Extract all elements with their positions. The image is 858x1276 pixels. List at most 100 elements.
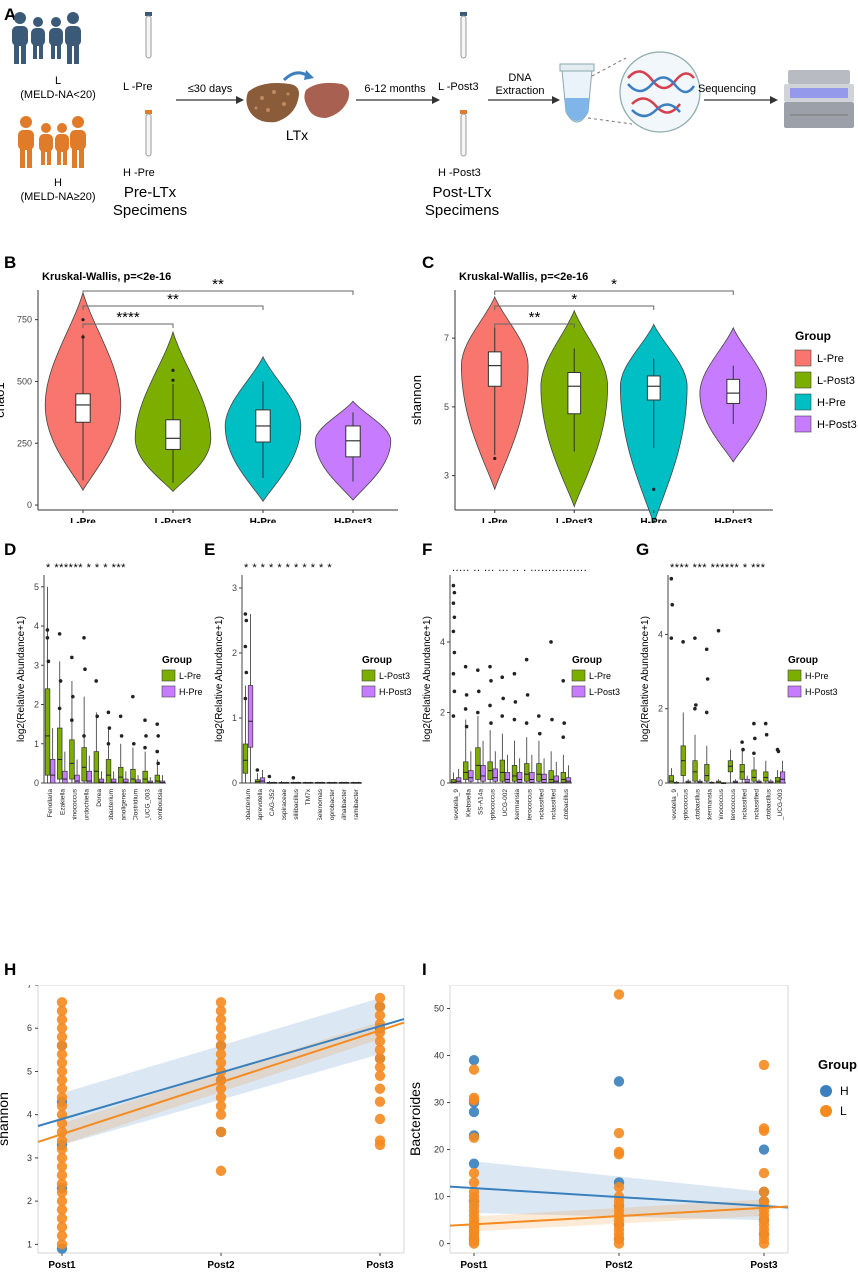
box-d-post-Ruminococcus — [74, 774, 80, 784]
panel-b-comparison-bracket — [82, 323, 174, 328]
panel-d-taxon-label: Dorea — [96, 789, 103, 807]
panel-d-taxon-label: Murdochiella — [84, 789, 91, 820]
panel-d-y-tick-label: 4 — [34, 621, 39, 631]
panel-g-y-tick-label: 4 — [658, 629, 663, 639]
panel-d-letter: D — [4, 540, 16, 559]
panel-h-point-L — [374, 1010, 386, 1021]
box-d-pre-Clostridium — [130, 768, 136, 784]
panel-h-y-tick-label: 1 — [27, 1239, 32, 1249]
box-f-outlier — [562, 721, 566, 725]
dna-magnified-icon — [619, 51, 701, 133]
box-f-pre-Prevotella_9 — [450, 779, 457, 784]
panel-i-point-L — [468, 1177, 480, 1188]
panel-i-y-tick-label: 30 — [434, 1098, 444, 1108]
panel-f-y-tick-label: 2 — [440, 707, 445, 717]
panel-d-y-tick-label: 1 — [34, 739, 39, 749]
panel-i-point-L — [468, 1094, 480, 1106]
panel-h-point-L — [215, 1023, 227, 1034]
panel-g-y-label: log2(Relative Abundance+1) — [640, 616, 651, 742]
panel-e-taxon-label: Paraprevotella — [257, 789, 264, 820]
box-g-outlier — [752, 721, 756, 726]
panel-d-taxon-label: Fenollaria — [47, 789, 54, 818]
legend-g-swatch — [787, 669, 802, 682]
panel-h-point-L — [215, 1031, 227, 1043]
legend-i-label: H — [840, 1084, 849, 1098]
panel-i-fit-line-H — [449, 1185, 789, 1209]
panel-i-point-H — [758, 1144, 770, 1155]
box-e-outlier — [243, 612, 248, 616]
zoom-line-bottom — [587, 117, 633, 125]
panel-h-point-L — [56, 1169, 68, 1181]
box-g-pre-Prevotella_9 — [668, 775, 675, 784]
box-g-pre-Akkermansia — [704, 764, 710, 782]
panel-d-y-tick-label: 0 — [34, 778, 39, 788]
box-d-pre-Murdochiella — [81, 747, 87, 782]
panel-c-x-label-H-Post3: H-Post3 — [714, 517, 752, 523]
panel-h-y-tick-label: 5 — [27, 1066, 32, 1076]
violin-b-box-L-Post3 — [165, 419, 181, 450]
box-f-post-Prevotella_9 — [455, 777, 462, 784]
box-d-outlier — [143, 718, 147, 723]
panel-e-y-label: log2(Relative Abundance+1) — [214, 616, 225, 742]
panel-h-point-L — [215, 1048, 227, 1060]
box-d-outlier — [106, 710, 111, 715]
panel-e-taxon-label: Pseudoramibacter — [353, 788, 360, 820]
panel-c-x-label-L-Pre: L-Pre — [482, 517, 508, 523]
interval-post-label: 6-12 months — [364, 83, 426, 95]
panel-b-significance: ** — [167, 291, 179, 308]
box-g-outlier — [776, 749, 781, 754]
panel-g-taxon-label: Prevotella_9 — [671, 789, 678, 820]
box-e-post-Bifidobacterium — [247, 685, 254, 748]
box-d-outlier — [119, 734, 124, 738]
panel-i-y-tick-label: 10 — [434, 1192, 444, 1202]
box-d-post-Clostridium — [135, 779, 141, 784]
box-f-outlier — [463, 707, 468, 711]
panel-c-y-tick-label: 7 — [444, 333, 449, 343]
panel-b-y-tick-label: 0 — [27, 500, 32, 510]
panel-c-x-label-L-Post3: L-Post3 — [556, 517, 593, 523]
box-f-post-Klebsiella — [468, 770, 474, 782]
group-h-criteria: (MELD-NA≥20) — [20, 191, 95, 203]
panel-g-taxon-label: Ligilactobacillus — [695, 788, 702, 820]
box-g-outlier — [694, 703, 698, 707]
panel-d-y-label: log2(Relative Abundance+1) — [16, 616, 27, 742]
panel-i-point-L — [468, 1064, 480, 1075]
panel-e-taxon-label: Lachnospiraceae — [281, 789, 288, 820]
legend-c-label: H-Post3 — [817, 419, 857, 431]
box-f-outlier — [488, 664, 492, 669]
panel-g-letter: G — [636, 540, 649, 559]
box-e-outlier — [267, 774, 272, 779]
arrow-pre-to-ltx-head — [236, 96, 244, 104]
panel-h-y-tick-label: 2 — [27, 1196, 32, 1206]
panel-g-taxon-label: Peptostreptococcus — [683, 788, 690, 820]
legend-c-swatch — [794, 371, 812, 389]
box-d-outlier — [70, 655, 74, 660]
panel-h-point-L — [56, 997, 68, 1008]
panel-h-point-L — [56, 1152, 68, 1164]
panel-h-point-L — [56, 1239, 68, 1250]
box-d-pre-Dorea — [93, 751, 100, 784]
box-g-outlier — [704, 710, 709, 715]
panel-h-point-L — [374, 1035, 386, 1047]
box-f-post-Enterococcus — [529, 772, 535, 783]
tube-l-pre-icon — [145, 12, 152, 59]
panel-h-x-label-Post3: Post3 — [366, 1260, 394, 1271]
legend-e-title: Group — [362, 655, 392, 666]
panel-e-letter: E — [204, 540, 215, 559]
box-g-outlier — [693, 706, 697, 711]
panel-c-significance: ** — [529, 309, 541, 326]
legend-d-label: H-Pre — [179, 687, 203, 697]
box-f-pre-Ligilactobacillus — [560, 772, 567, 783]
box-f-outlier — [500, 714, 505, 718]
panel-e-taxon-label: TM7x — [305, 788, 312, 805]
box-f-outlier — [476, 689, 481, 694]
panel-h-point-L — [56, 1187, 68, 1198]
panel-g-taxon-label: Akkermansia — [706, 789, 713, 820]
box-d-post-Murdochiella — [86, 770, 92, 784]
panel-f-y-tick-label: 0 — [440, 778, 445, 788]
box-e-outlier — [243, 644, 248, 649]
panel-a-svg: A L (MELD-NA<20) H (MELD-NA≥20) — [4, 5, 854, 219]
box-d-post-Phascolarctobacterium — [110, 778, 117, 784]
panel-e-taxon-label: Massiliibacillus — [293, 788, 300, 820]
box-f-pre-Muribaculaceae_unclassified — [536, 763, 542, 782]
